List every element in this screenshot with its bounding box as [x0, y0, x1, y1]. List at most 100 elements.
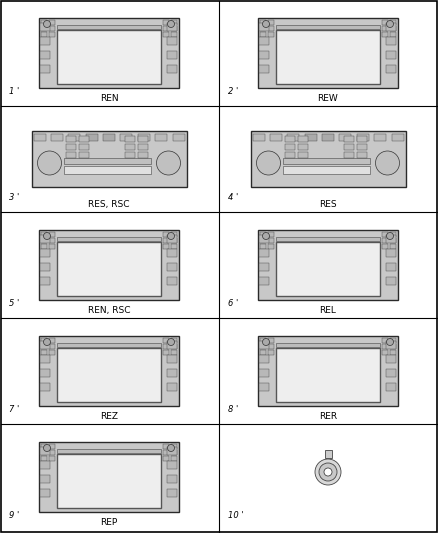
Bar: [268, 238, 274, 243]
Circle shape: [43, 338, 50, 345]
Bar: [390, 338, 396, 343]
Text: 5 ': 5 ': [9, 299, 19, 308]
Bar: [270, 134, 282, 141]
Bar: [325, 450, 332, 458]
Bar: [41, 444, 47, 449]
Circle shape: [324, 468, 332, 476]
Bar: [40, 341, 50, 349]
Bar: [259, 235, 269, 243]
Text: REP: REP: [100, 518, 118, 527]
Bar: [260, 238, 266, 243]
Circle shape: [261, 156, 276, 170]
Bar: [259, 355, 269, 363]
Bar: [171, 456, 177, 461]
Bar: [163, 350, 169, 355]
Bar: [49, 456, 55, 461]
Bar: [339, 134, 351, 141]
Bar: [268, 26, 274, 31]
Text: 9 ': 9 ': [9, 511, 19, 520]
Bar: [382, 26, 388, 31]
Bar: [163, 32, 169, 37]
Bar: [163, 450, 169, 455]
Bar: [124, 152, 134, 158]
Bar: [57, 348, 161, 402]
Circle shape: [385, 160, 391, 166]
Bar: [33, 134, 46, 141]
Bar: [382, 238, 388, 243]
Bar: [40, 277, 50, 285]
Bar: [40, 383, 50, 391]
Text: REZ: REZ: [100, 412, 118, 421]
Bar: [259, 341, 269, 349]
Bar: [66, 152, 75, 158]
Circle shape: [262, 232, 269, 239]
Bar: [259, 51, 269, 59]
Bar: [390, 344, 396, 349]
Bar: [386, 249, 396, 257]
Text: REL: REL: [320, 306, 336, 315]
Bar: [259, 369, 269, 377]
Bar: [40, 235, 50, 243]
Bar: [343, 136, 353, 142]
Bar: [260, 244, 266, 249]
Bar: [78, 144, 88, 150]
Bar: [41, 32, 47, 37]
Bar: [285, 144, 294, 150]
Bar: [49, 26, 55, 31]
Bar: [251, 131, 406, 187]
Bar: [40, 489, 50, 497]
Bar: [386, 23, 396, 31]
Circle shape: [43, 232, 50, 239]
Bar: [40, 37, 50, 45]
Bar: [49, 244, 55, 249]
Bar: [167, 263, 177, 271]
Bar: [343, 144, 353, 150]
Circle shape: [167, 20, 174, 28]
Bar: [285, 136, 294, 142]
Bar: [357, 134, 369, 141]
Circle shape: [265, 160, 272, 166]
Bar: [163, 456, 169, 461]
Bar: [57, 30, 161, 84]
Bar: [57, 449, 161, 453]
Text: REN, RSC: REN, RSC: [88, 306, 130, 315]
Bar: [163, 26, 169, 31]
Bar: [390, 26, 396, 31]
Bar: [167, 489, 177, 497]
Circle shape: [386, 232, 393, 239]
Bar: [287, 134, 299, 141]
Bar: [260, 338, 266, 343]
Bar: [124, 136, 134, 142]
Bar: [41, 238, 47, 243]
Bar: [171, 444, 177, 449]
Bar: [51, 134, 63, 141]
Bar: [167, 369, 177, 377]
Bar: [40, 355, 50, 363]
Bar: [382, 350, 388, 355]
Circle shape: [319, 463, 337, 481]
Bar: [41, 26, 47, 31]
Bar: [41, 450, 47, 455]
Text: REW: REW: [318, 94, 339, 103]
Bar: [268, 32, 274, 37]
Bar: [386, 263, 396, 271]
Bar: [41, 20, 47, 25]
Text: 6 ': 6 ': [228, 299, 238, 308]
Bar: [49, 232, 55, 237]
Bar: [167, 249, 177, 257]
Text: 3 ': 3 ': [9, 193, 19, 202]
Bar: [326, 458, 330, 462]
Bar: [258, 336, 398, 406]
Text: 2 ': 2 ': [228, 87, 238, 96]
Circle shape: [167, 445, 174, 451]
Bar: [171, 26, 177, 31]
Bar: [167, 447, 177, 455]
Bar: [386, 383, 396, 391]
Bar: [163, 344, 169, 349]
Bar: [171, 20, 177, 25]
Bar: [57, 343, 161, 347]
Bar: [268, 338, 274, 343]
Bar: [386, 369, 396, 377]
Bar: [386, 341, 396, 349]
Circle shape: [262, 20, 269, 28]
